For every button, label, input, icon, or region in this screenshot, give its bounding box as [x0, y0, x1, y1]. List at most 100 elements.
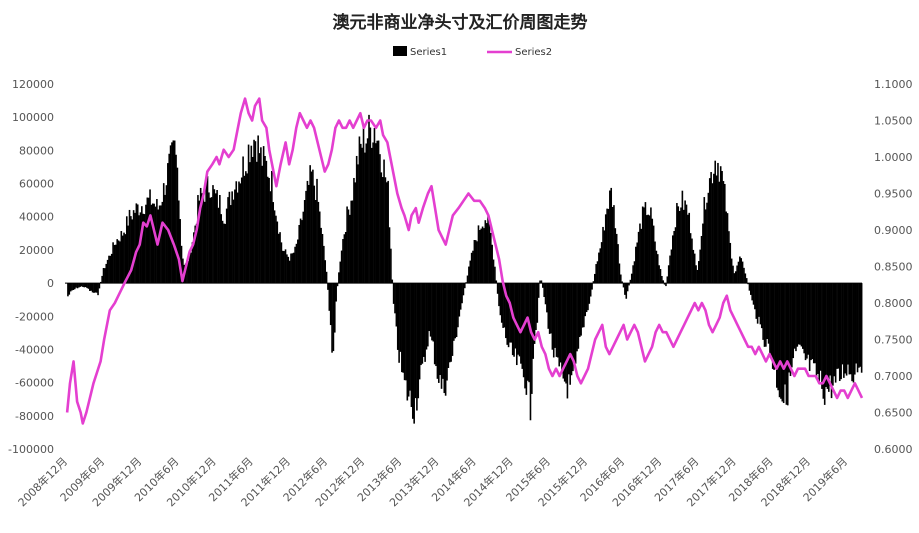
- bar: [128, 209, 131, 284]
- bar: [343, 234, 346, 284]
- bar: [414, 283, 417, 399]
- bar: [711, 183, 714, 284]
- left-axis-tick-label: -80000: [15, 410, 54, 423]
- bar: [317, 201, 320, 284]
- bar: [361, 147, 363, 284]
- bar: [782, 283, 785, 404]
- bar: [121, 235, 124, 284]
- bar: [771, 283, 774, 369]
- legend-label-series2: Series2: [515, 47, 552, 58]
- bar: [755, 283, 758, 319]
- bar: [195, 223, 198, 284]
- bar: [112, 242, 114, 284]
- bar: [688, 212, 691, 284]
- bar: [714, 160, 717, 284]
- right-axis-tick-label: 0.7500: [874, 334, 913, 347]
- bar: [643, 207, 645, 284]
- bar: [739, 256, 741, 284]
- bar: [693, 253, 696, 284]
- bar: [307, 184, 310, 284]
- bar: [506, 283, 509, 345]
- bar: [406, 283, 409, 401]
- bar: [640, 228, 643, 284]
- bar: [104, 268, 106, 284]
- bar: [273, 210, 276, 284]
- bar: [417, 283, 420, 399]
- bar: [131, 219, 134, 284]
- bar: [859, 283, 862, 367]
- bar: [321, 233, 324, 284]
- bar: [495, 280, 498, 284]
- bar: [281, 250, 284, 284]
- bar: [588, 283, 591, 304]
- bar: [387, 180, 389, 284]
- bar: [856, 283, 859, 373]
- bar: [413, 283, 415, 424]
- bar: [242, 156, 244, 284]
- bar: [433, 283, 436, 365]
- bar: [399, 283, 402, 352]
- bar: [310, 171, 313, 284]
- bar: [234, 189, 236, 284]
- bar: [659, 269, 662, 284]
- bar: [785, 283, 788, 405]
- bar: [747, 283, 749, 285]
- bar: [569, 283, 571, 385]
- bar: [105, 263, 108, 284]
- bar: [113, 244, 116, 284]
- bar: [294, 246, 296, 284]
- bar: [576, 283, 578, 352]
- bar: [599, 248, 602, 284]
- bar: [299, 218, 302, 284]
- bar: [324, 260, 327, 284]
- bar: [246, 173, 249, 284]
- left-axis-tick-label: 20000: [19, 244, 54, 257]
- right-axis-tick-label: 0.8500: [874, 261, 913, 274]
- bar: [847, 283, 849, 365]
- bar: [203, 201, 206, 284]
- bar: [358, 136, 361, 284]
- bar: [232, 199, 235, 284]
- bar: [164, 194, 166, 284]
- bar: [97, 283, 99, 296]
- bar: [287, 256, 290, 284]
- bar: [780, 283, 782, 399]
- bar: [792, 283, 795, 359]
- bar: [439, 283, 441, 376]
- bar: [626, 283, 629, 292]
- bar: [817, 283, 819, 374]
- bar: [150, 204, 153, 284]
- bar: [681, 190, 684, 284]
- bar: [617, 244, 619, 284]
- bar: [651, 218, 654, 284]
- bar: [442, 283, 444, 379]
- bar: [379, 154, 381, 284]
- bar: [90, 283, 92, 291]
- bar: [154, 206, 157, 284]
- bar: [815, 283, 818, 380]
- bar: [706, 202, 708, 284]
- bar: [722, 181, 725, 284]
- bar: [342, 239, 344, 284]
- bar: [143, 214, 146, 284]
- bar: [751, 283, 753, 301]
- bar: [194, 225, 196, 284]
- bar: [405, 283, 407, 381]
- bar: [453, 283, 455, 341]
- left-axis-tick-label: -60000: [15, 377, 54, 390]
- line-series2: [65, 97, 864, 425]
- bar: [565, 283, 567, 384]
- bar: [799, 283, 801, 345]
- bar: [547, 283, 550, 329]
- bar: [592, 281, 595, 284]
- bar: [546, 283, 548, 313]
- bar: [67, 283, 69, 297]
- bar: [202, 194, 205, 284]
- bar: [313, 185, 316, 284]
- bar: [707, 192, 710, 284]
- bar: [78, 283, 80, 288]
- bar: [632, 265, 634, 284]
- bar: [261, 165, 264, 284]
- bar: [832, 283, 834, 386]
- bar: [539, 280, 541, 284]
